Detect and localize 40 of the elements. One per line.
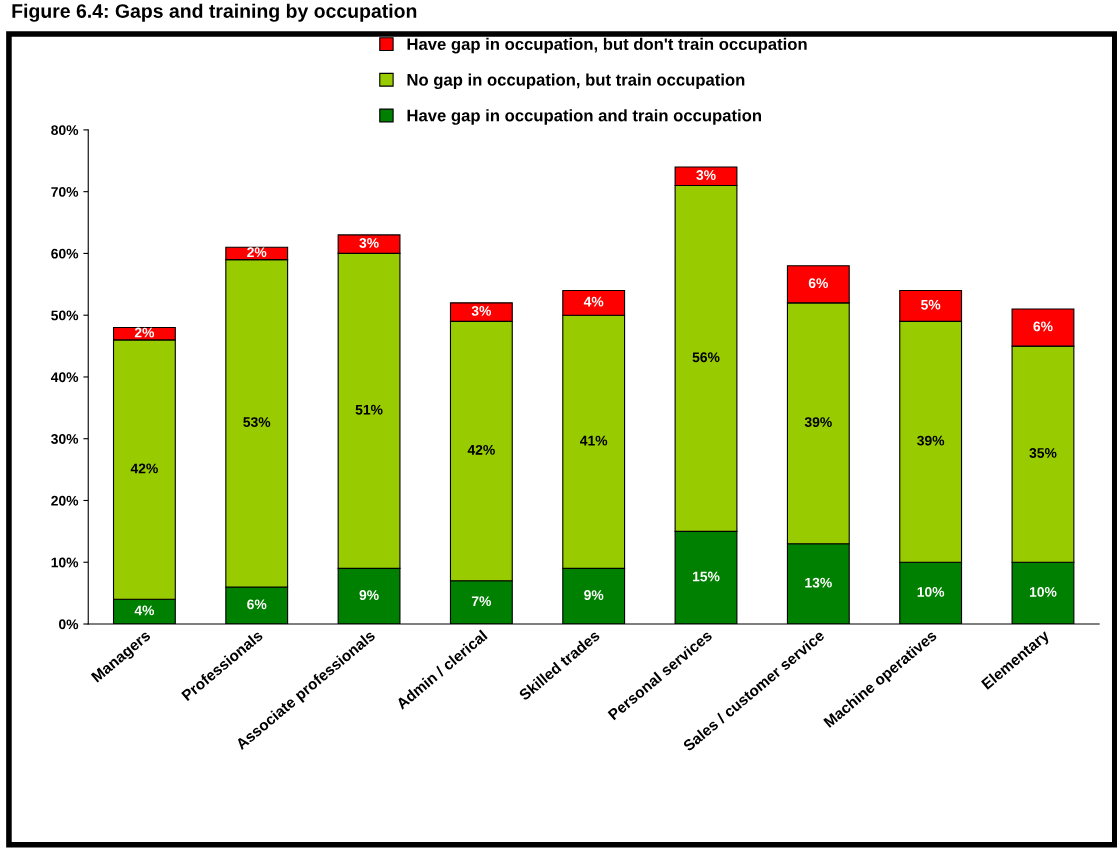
y-tick-label: 20% xyxy=(51,495,79,506)
data-label: 2% xyxy=(247,247,267,258)
data-label: 42% xyxy=(130,463,158,474)
y-tick-label: 30% xyxy=(51,434,79,444)
legend-label: Have gap in occupation and train occupation xyxy=(407,109,761,125)
y-tick-label: 40% xyxy=(50,372,79,383)
data-label: 6% xyxy=(1033,321,1053,332)
data-label: 56% xyxy=(692,352,720,363)
data-label: 51% xyxy=(355,404,383,415)
data-label: 15% xyxy=(692,571,720,582)
data-label: 13% xyxy=(805,577,832,588)
data-label: 53% xyxy=(243,417,271,428)
y-tick-label: 10% xyxy=(51,557,79,568)
data-label: 10% xyxy=(1029,587,1057,597)
legend-label: No gap in occupation, but train occupation xyxy=(407,73,745,90)
data-label: 4% xyxy=(134,605,155,616)
legend-label: Have gap in occupation, but don't train occupation xyxy=(407,37,807,54)
data-label: 6% xyxy=(247,599,267,610)
data-label: 3% xyxy=(471,306,492,316)
data-label: 39% xyxy=(804,417,832,428)
data-label: 41% xyxy=(580,435,608,446)
data-label: 3% xyxy=(359,238,379,248)
y-tick-label: 0% xyxy=(59,619,79,630)
data-label: 35% xyxy=(1029,448,1057,458)
data-label: 9% xyxy=(359,590,379,600)
y-tick-label: 80% xyxy=(51,125,79,136)
data-label: 39% xyxy=(917,435,945,446)
data-label: 42% xyxy=(467,444,495,455)
chart-title: Figure 6.4: Gaps and training by occupation xyxy=(12,3,417,22)
y-tick-label: 60% xyxy=(51,248,79,259)
data-label: 10% xyxy=(917,587,945,597)
data-label: 9% xyxy=(584,590,604,600)
y-tick-label: 50% xyxy=(51,310,79,321)
y-tick-label: 70% xyxy=(51,187,79,197)
data-label: 2% xyxy=(134,327,155,338)
data-label: 6% xyxy=(808,278,828,289)
data-label: 7% xyxy=(471,596,492,607)
data-label: 4% xyxy=(583,296,604,307)
data-label: 3% xyxy=(696,170,716,180)
data-label: 5% xyxy=(921,299,941,310)
